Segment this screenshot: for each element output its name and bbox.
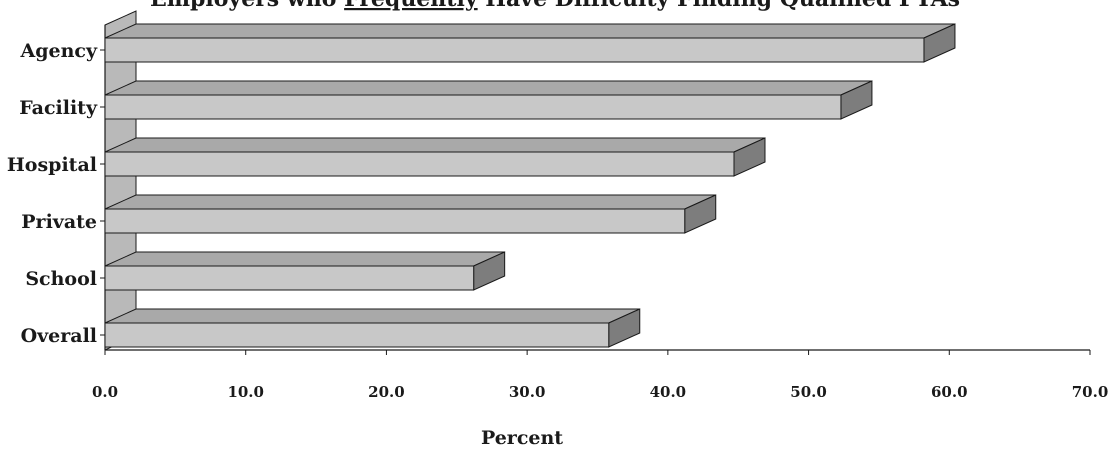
category-label: School: [25, 268, 97, 290]
bar-top-face: [104, 194, 716, 210]
bar-top-face: [104, 308, 640, 324]
x-tick-label: 40.0: [650, 383, 687, 401]
bar-agency: [104, 23, 956, 63]
bar-front-face: [104, 37, 925, 63]
bar-front-face: [104, 208, 686, 234]
category-label: Overall: [21, 325, 97, 347]
x-tick-label: 10.0: [227, 383, 264, 401]
x-tick-label: 50.0: [790, 383, 827, 401]
x-tick-label: 0.0: [92, 383, 118, 401]
chart-title-part-1: Employers who: [150, 0, 344, 12]
category-label: Facility: [19, 97, 98, 119]
bar-top-face: [104, 23, 956, 39]
bar-facility: [104, 80, 873, 120]
bar-overall: [104, 308, 641, 348]
bar-front-face: [104, 151, 735, 177]
x-axis-title: Percent: [481, 427, 563, 449]
value-axis: [100, 25, 1091, 355]
bar-private: [104, 194, 717, 234]
category-label: Agency: [19, 40, 97, 62]
tick-labels: 0.0 10.0 20.0 30.0 40.0 50.0 60.0 70.0: [92, 383, 1108, 401]
bar-hospital: [104, 137, 766, 177]
x-tick-label: 60.0: [931, 383, 968, 401]
x-tick-label: 20.0: [368, 383, 405, 401]
bar-front-face: [104, 322, 610, 348]
bar-school: [104, 251, 506, 291]
bar-top-face: [104, 80, 873, 96]
chart-title-underlined: Frequently: [344, 0, 479, 12]
category-labels: Agency Facility Hospital Private School Overa…: [7, 40, 98, 347]
bar-top-face: [104, 251, 505, 267]
bar-front-face: [104, 265, 475, 291]
x-tick-label: 30.0: [509, 383, 546, 401]
category-label: Hospital: [7, 154, 97, 176]
bars: [104, 23, 956, 348]
chart-title-part-2: Have Difficulty Finding Qualified PTAs: [478, 0, 960, 12]
bar-top-face: [104, 137, 766, 153]
chart-title: Employers who Frequently Have Difficulty…: [150, 0, 960, 12]
category-label: Private: [21, 211, 97, 233]
x-tick-label: 70.0: [1072, 383, 1109, 401]
bar-front-face: [104, 94, 842, 120]
